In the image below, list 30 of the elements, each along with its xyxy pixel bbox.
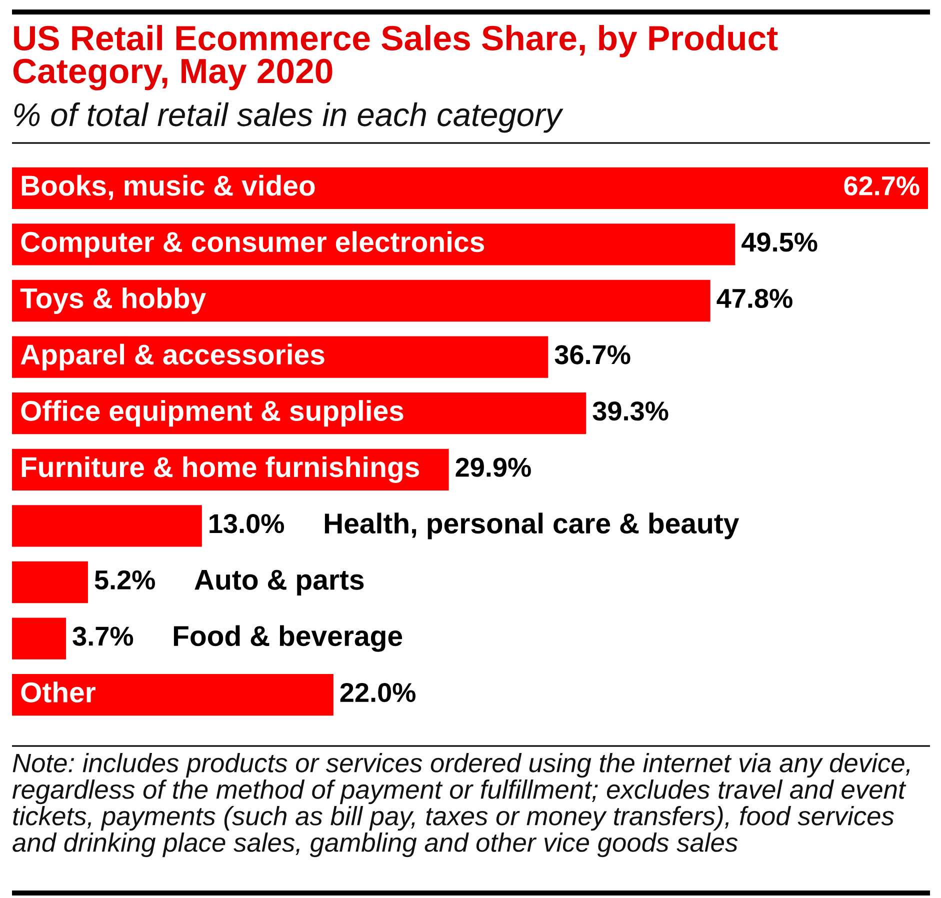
y-tick-label: Health, personal care & beauty xyxy=(324,512,740,540)
data-label: 29.9% xyxy=(456,458,531,477)
chart-title: US Retail Ecommerce Sales Share, by Product Category, May 2020 xyxy=(13,25,778,90)
y-tick-label: Toys & hobby xyxy=(20,287,206,314)
text: Note: includes products or services ordered using the internet via any device, regardless of the method of payment or fulfillment; excludes travel and event tickets, payments (such as bill pay, taxes or money transfers), food services and drinking place sales, gambling and other vice goods sales xyxy=(12,753,910,858)
y-tick-label: Other xyxy=(21,682,96,702)
y-tick-label: Furniture & home furnishings xyxy=(22,456,420,483)
data-label: 39.3% xyxy=(592,401,668,421)
y-tick-label: Food & beverage xyxy=(174,625,402,652)
data-label: 36.7% xyxy=(554,345,630,364)
y-tick-label: Office equipment & supplies xyxy=(21,400,404,427)
bar xyxy=(12,280,710,322)
data-label: 5.2% xyxy=(94,570,155,590)
chart-subtitle: % of total retail sales in each category xyxy=(14,102,564,133)
bar xyxy=(12,561,88,604)
data-label: 47.8% xyxy=(716,288,792,308)
y-tick-label: Apparel & accessories xyxy=(20,344,324,370)
bar xyxy=(12,167,928,209)
data-label: 62.7% xyxy=(844,176,920,196)
data-label: 22.0% xyxy=(340,682,416,702)
y-tick-label: Books, music & video xyxy=(22,174,315,200)
bar xyxy=(12,336,548,378)
data-label: 13.0% xyxy=(210,514,284,534)
data-label: 49.5% xyxy=(742,232,818,252)
bar xyxy=(12,674,334,716)
bar xyxy=(12,505,202,547)
y-tick-label: Auto & parts xyxy=(194,570,364,596)
data-label: 3.7% xyxy=(72,626,134,646)
y-tick-label: Computer & consumer electronics xyxy=(21,231,484,258)
bar xyxy=(12,618,66,660)
